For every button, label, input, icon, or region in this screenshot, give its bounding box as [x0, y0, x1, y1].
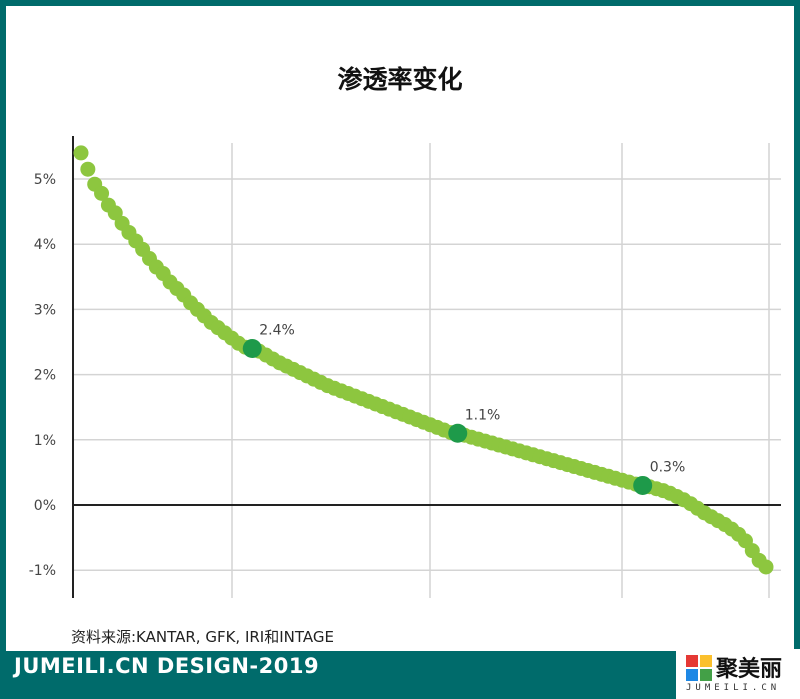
highlight-point	[633, 475, 653, 495]
y-tick-label: 4%	[34, 237, 56, 253]
annotation-label: 1.1%	[465, 407, 501, 423]
chart-title: 渗透率变化	[337, 65, 463, 94]
y-tick-label: -1%	[29, 563, 56, 579]
source-note: 资料来源:KANTAR, GFK, IRI和INTAGE	[71, 628, 334, 646]
brand-logo-box: 聚美丽 JUMEILI.CN	[676, 649, 800, 699]
y-tick-label: 5%	[34, 172, 56, 188]
brand-subtitle: JUMEILI.CN	[686, 683, 781, 693]
highlight-point	[448, 423, 468, 443]
annotation-label: 2.4%	[259, 323, 295, 339]
footer-brand-text: JUMEILI.CN DESIGN-2019	[14, 654, 320, 678]
data-point	[94, 185, 110, 201]
y-tick-label: 3%	[34, 302, 56, 318]
annotation-label: 0.3%	[650, 459, 686, 475]
chart-frame: 渗透率变化 5% 4% 3% 2% 1% 0% -1% 2.4% 1.1% 0.3% 资料来源:K…	[6, 6, 794, 651]
y-tick-label: 1%	[34, 433, 56, 449]
y-tick-label: 0%	[34, 498, 56, 514]
brand-logo-icon	[686, 655, 712, 681]
highlight-point	[242, 339, 262, 359]
brand-name: 聚美丽	[716, 657, 783, 682]
data-point	[758, 559, 774, 575]
data-point	[73, 145, 89, 161]
data-point	[80, 161, 96, 177]
y-tick-label: 2%	[34, 368, 56, 384]
chart-plot: 5% 4% 3% 2% 1% 0% -1% 2.4% 1.1% 0.3%	[29, 136, 781, 598]
